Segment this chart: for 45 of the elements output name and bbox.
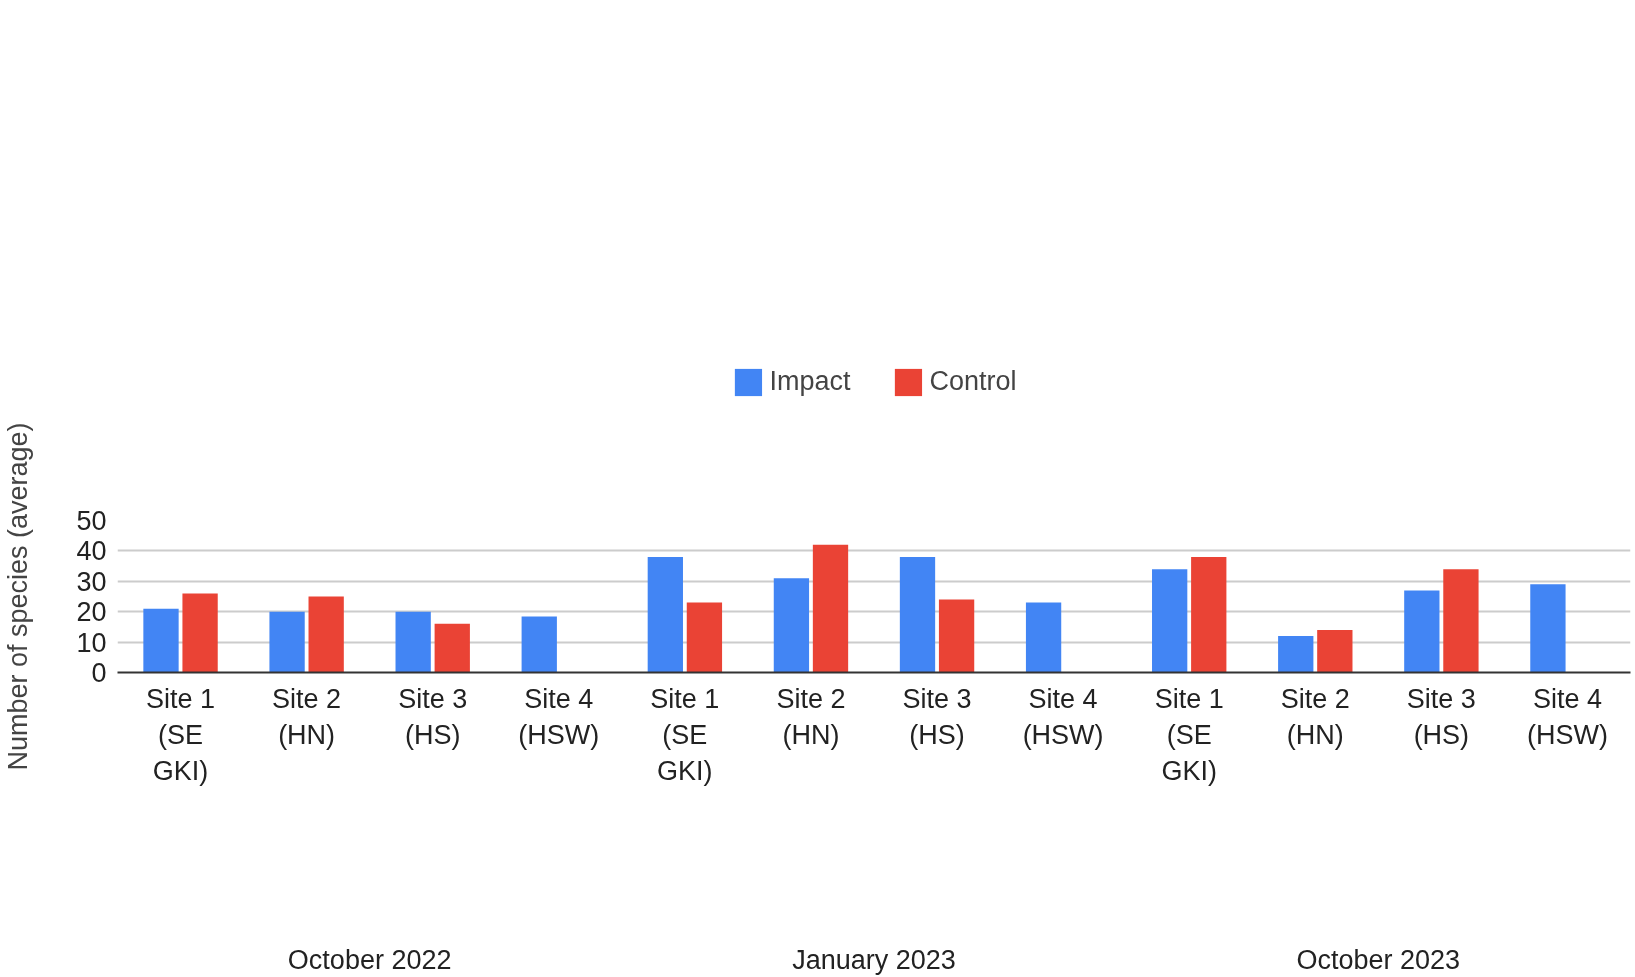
bar: [1152, 569, 1188, 673]
x-tick-label: Site 1 (SE GKI): [146, 683, 216, 786]
bar: [182, 593, 218, 673]
bar: [1317, 629, 1353, 673]
x-tick-label: Site 1 (SE GKI): [1154, 683, 1224, 786]
bar: [647, 556, 683, 673]
text: January 2023: [792, 944, 956, 975]
bar: [434, 623, 470, 673]
legend-label: Impact: [769, 366, 851, 397]
y-tick-label: 10: [76, 627, 107, 658]
bar: [812, 544, 849, 673]
x-tick-label: Site 3 (HS): [1406, 683, 1476, 750]
y-tick-label: 50: [76, 506, 107, 536]
legend-label: Control: [929, 366, 1017, 397]
bar: [1530, 584, 1566, 673]
x-tick-label: Site 2 (HN): [776, 683, 846, 750]
bar: [938, 599, 975, 673]
bar: [1191, 556, 1227, 673]
x-tick-label: Site 2 (HN): [1280, 683, 1350, 750]
bar: [1025, 602, 1062, 673]
bar: [395, 611, 431, 673]
bar: [1443, 569, 1479, 673]
bar: [773, 578, 810, 673]
bar: [308, 596, 344, 673]
y-axis-title: Number of species (average): [3, 422, 34, 771]
bar: [143, 608, 179, 673]
bar: [1404, 590, 1440, 673]
bar: [1278, 636, 1314, 673]
y-tick-label: 30: [76, 566, 107, 597]
x-tick-label: Site 1 (SE GKI): [650, 683, 720, 786]
x-tick-label: Site 2 (HN): [272, 683, 342, 750]
x-tick-label: Site 4 (HSW): [1526, 683, 1608, 750]
y-tick-label: 40: [76, 536, 107, 567]
y-tick-label: 20: [76, 597, 107, 628]
y-tick-label: 0: [91, 658, 107, 688]
x-tick-label: Site 3 (HS): [398, 683, 468, 750]
text: October 2022: [287, 944, 452, 975]
bar: [269, 611, 305, 673]
x-tick-label: Site 4 (HSW): [1022, 683, 1104, 750]
x-tick-label: Site 4 (HSW): [518, 683, 600, 750]
bar: [521, 616, 557, 673]
bar: [899, 556, 936, 673]
x-tick-label: Site 3 (HS): [902, 683, 972, 750]
text: October 2023: [1296, 944, 1461, 975]
bar: [686, 602, 723, 673]
